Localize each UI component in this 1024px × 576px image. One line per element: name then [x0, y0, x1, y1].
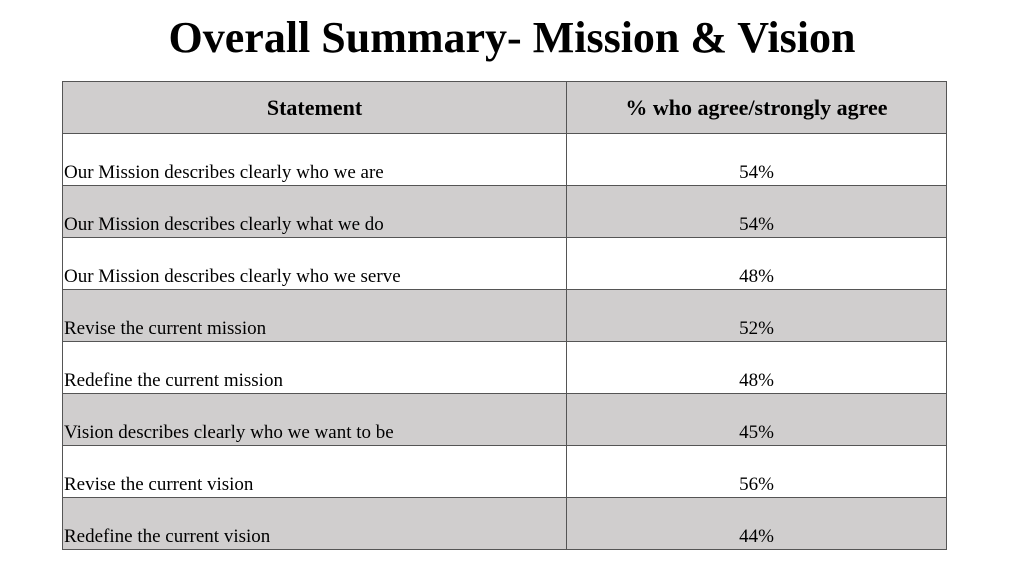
table-row: Revise the current mission 52% [62, 289, 947, 342]
statement-cell: Redefine the current mission [62, 341, 567, 394]
percent-cell: 48% [566, 341, 947, 394]
table-header-row: Statement % who agree/strongly agree [62, 81, 947, 134]
statement-cell: Redefine the current vision [62, 497, 567, 550]
header-statement: Statement [62, 81, 567, 134]
percent-cell: 54% [566, 185, 947, 238]
slide-title: Overall Summary- Mission & Vision [168, 13, 856, 62]
percent-cell: 44% [566, 497, 947, 550]
table-row: Redefine the current mission 48% [62, 341, 947, 394]
table-row: Our Mission describes clearly what we do… [62, 185, 947, 238]
header-percent-agree: % who agree/strongly agree [566, 81, 947, 134]
percent-cell: 56% [566, 445, 947, 498]
statement-cell: Our Mission describes clearly what we do [62, 185, 567, 238]
table-row: Our Mission describes clearly who we are… [62, 133, 947, 186]
percent-cell: 48% [566, 237, 947, 290]
percent-cell: 54% [566, 133, 947, 186]
percent-cell: 52% [566, 289, 947, 342]
statement-cell: Our Mission describes clearly who we ser… [62, 237, 567, 290]
percent-cell: 45% [566, 393, 947, 446]
statement-cell: Revise the current vision [62, 445, 567, 498]
table-row: Revise the current vision 56% [62, 445, 947, 498]
statement-cell: Vision describes clearly who we want to … [62, 393, 567, 446]
table-row: Redefine the current vision 44% [62, 497, 947, 550]
statement-cell: Our Mission describes clearly who we are [62, 133, 567, 186]
summary-table: Statement % who agree/strongly agree Our… [62, 81, 947, 550]
table-row: Vision describes clearly who we want to … [62, 393, 947, 446]
statement-cell: Revise the current mission [62, 289, 567, 342]
table-row: Our Mission describes clearly who we ser… [62, 237, 947, 290]
